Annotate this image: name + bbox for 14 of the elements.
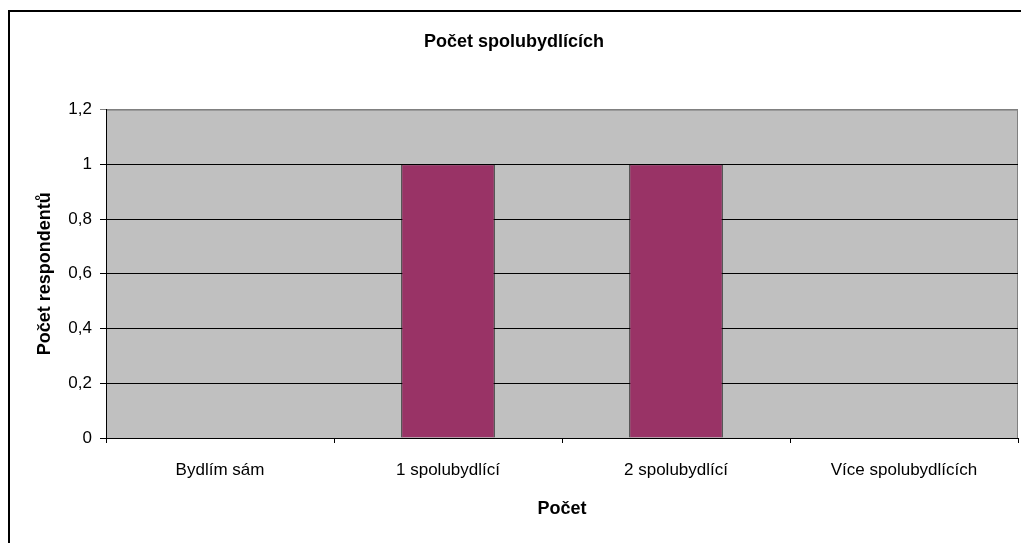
x-tick-label: Bydlím sám (175, 459, 265, 479)
y-tick-label: 0,2 (68, 372, 92, 392)
x-tick-label: 1 spolubydlící (396, 459, 501, 479)
y-tick-label: 0,6 (68, 263, 92, 283)
y-tick-label: 1 (82, 154, 92, 174)
chart-title: Počet spolubydlících (423, 30, 605, 51)
y-tick-label: 0,4 (68, 318, 92, 338)
y-axis-title: Počet respondentů (33, 192, 54, 356)
y-tick-label: 0,8 (68, 208, 92, 228)
x-tick-label: Více spolubydlících (830, 459, 978, 479)
x-axis-title: Počet (537, 498, 587, 519)
x-tick-label: 2 spolubydlící (624, 459, 729, 479)
y-tick-label: 0 (82, 427, 92, 447)
y-tick-label: 1,2 (68, 99, 92, 119)
